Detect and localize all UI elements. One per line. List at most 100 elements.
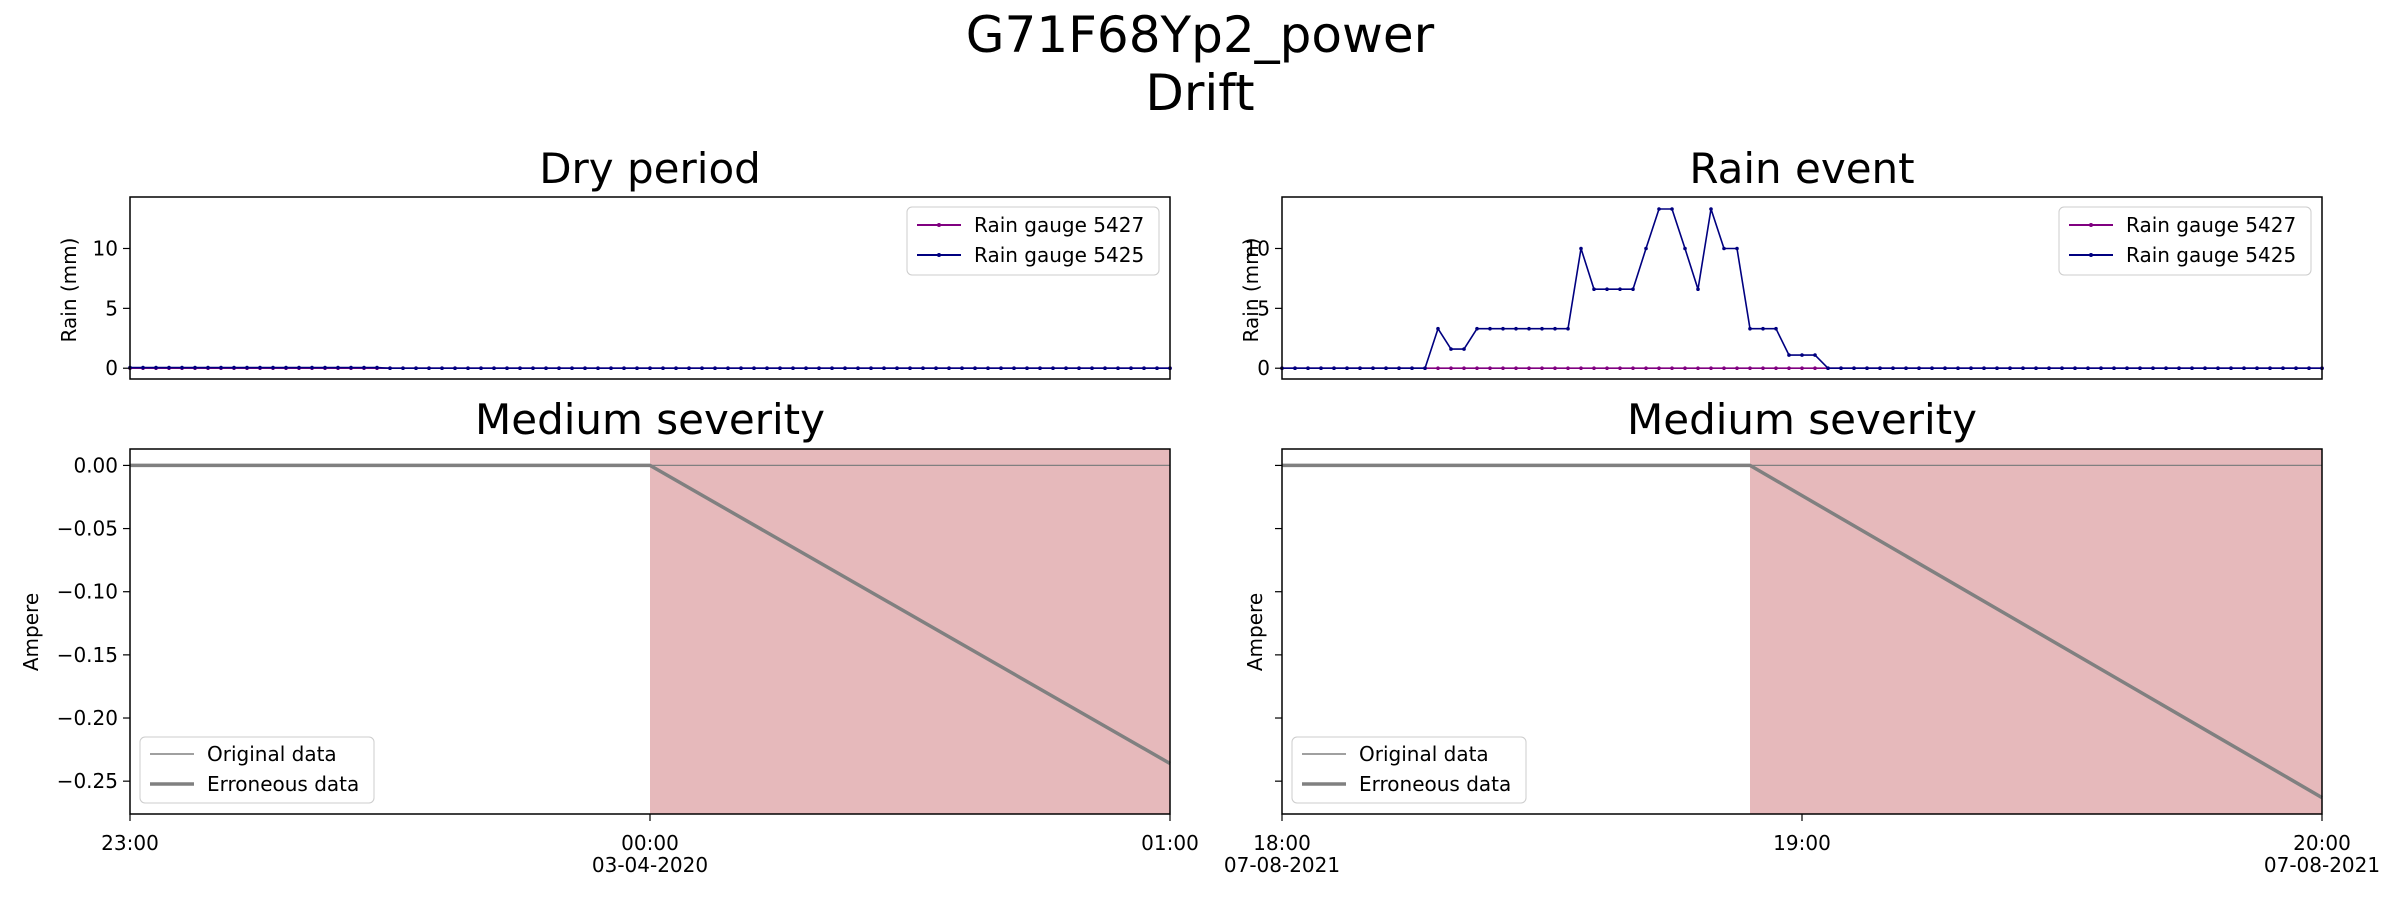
data-point bbox=[2073, 366, 2077, 371]
data-point bbox=[1462, 347, 1466, 351]
data-point bbox=[765, 366, 769, 371]
data-point bbox=[1839, 366, 1843, 371]
data-point bbox=[1103, 366, 1107, 371]
panel-dry-severity: Medium severity Ampere 0.00 −0.05 −0.10 −0.… bbox=[19, 395, 1199, 877]
data-point bbox=[1774, 366, 1778, 371]
data-point bbox=[2034, 366, 2038, 371]
legend-rain-event: Rain gauge 5427 Rain gauge 5425 bbox=[2058, 206, 2312, 276]
data-point bbox=[921, 366, 925, 371]
data-point bbox=[2255, 366, 2259, 371]
y-tick-label: −0.10 bbox=[57, 580, 118, 604]
figure-title-line1: G71F68Yp2_power bbox=[966, 6, 1435, 64]
data-point bbox=[219, 365, 223, 370]
x-tick-label: 23:00 bbox=[101, 831, 159, 855]
data-point bbox=[2164, 366, 2168, 371]
y-tick-label: −0.05 bbox=[57, 517, 118, 541]
y-tick-label: 0 bbox=[105, 356, 118, 380]
data-point bbox=[544, 366, 548, 371]
data-point bbox=[1527, 326, 1531, 331]
data-point bbox=[1475, 326, 1479, 331]
data-point bbox=[180, 365, 184, 370]
data-point bbox=[1077, 366, 1081, 371]
data-point bbox=[1566, 366, 1570, 371]
data-point bbox=[401, 366, 405, 371]
data-point bbox=[2047, 366, 2051, 371]
legend-label-original: Original data bbox=[1359, 742, 1489, 766]
data-point bbox=[752, 366, 756, 371]
y-tick-label: −0.25 bbox=[57, 769, 118, 793]
data-point bbox=[1025, 366, 1029, 371]
data-point bbox=[1527, 366, 1531, 371]
x-tick-label: 20:00 bbox=[2293, 831, 2351, 855]
legend-label-erroneous: Erroneous data bbox=[207, 772, 359, 796]
data-point bbox=[687, 366, 691, 371]
data-point bbox=[2008, 366, 2012, 371]
y-tick-label: 0.00 bbox=[73, 453, 118, 477]
data-point bbox=[1449, 347, 1453, 351]
panel-title-rain-event: Rain event bbox=[1689, 144, 1914, 193]
data-point bbox=[323, 365, 327, 370]
data-point bbox=[1761, 326, 1765, 331]
data-point bbox=[2294, 366, 2298, 371]
data-point bbox=[466, 366, 470, 371]
data-point bbox=[1579, 366, 1583, 371]
figure-title-line2: Drift bbox=[1145, 64, 1254, 122]
legend-marker-5427 bbox=[2089, 223, 2093, 227]
data-point bbox=[1943, 366, 1947, 371]
data-point bbox=[1735, 366, 1739, 371]
data-point bbox=[1501, 326, 1505, 331]
data-point bbox=[349, 365, 353, 370]
data-point bbox=[1397, 366, 1401, 371]
data-point bbox=[1813, 366, 1817, 371]
data-point bbox=[609, 366, 613, 371]
data-point bbox=[895, 366, 899, 371]
data-point bbox=[1774, 326, 1778, 331]
legend-box bbox=[139, 736, 375, 804]
data-point bbox=[1787, 353, 1791, 357]
data-point bbox=[1930, 366, 1934, 371]
data-point bbox=[1683, 246, 1687, 251]
data-point bbox=[804, 366, 808, 371]
data-point bbox=[1891, 366, 1895, 371]
panel-rain-severity: Medium severity Ampere 18:0007-08-202119… bbox=[1224, 395, 2380, 877]
data-point bbox=[1142, 366, 1146, 371]
data-point bbox=[258, 365, 262, 370]
data-point bbox=[2151, 366, 2155, 371]
data-point bbox=[1371, 366, 1375, 371]
panel-title-dry-period: Dry period bbox=[539, 144, 761, 193]
data-point bbox=[2307, 366, 2311, 371]
legend-label-5427: Rain gauge 5427 bbox=[2126, 213, 2296, 237]
data-point bbox=[2138, 366, 2142, 371]
data-point bbox=[1748, 326, 1752, 331]
x-tick-sublabel: 07-08-2021 bbox=[1224, 853, 1340, 877]
legend-box bbox=[2058, 206, 2312, 276]
data-point bbox=[2177, 366, 2181, 371]
data-point bbox=[856, 366, 860, 371]
data-point bbox=[2021, 366, 2025, 371]
legend-dry-rain: Rain gauge 5427 Rain gauge 5425 bbox=[906, 206, 1160, 276]
data-point bbox=[947, 366, 951, 371]
legend-label-5425: Rain gauge 5425 bbox=[974, 243, 1144, 267]
data-point bbox=[1995, 366, 1999, 371]
panel-title-medium-severity: Medium severity bbox=[475, 395, 825, 444]
data-point bbox=[1605, 287, 1609, 292]
data-point bbox=[2060, 366, 2064, 371]
legend-marker-5427 bbox=[937, 223, 941, 227]
y-tick-label: −0.20 bbox=[57, 706, 118, 730]
data-point bbox=[999, 366, 1003, 371]
data-point bbox=[1566, 326, 1570, 331]
x-tick-label: 18:00 bbox=[1253, 831, 1311, 855]
data-point bbox=[1878, 366, 1882, 371]
data-point bbox=[1969, 366, 1973, 371]
x-tick-label: 19:00 bbox=[1773, 831, 1831, 855]
legend-marker-5425 bbox=[937, 253, 941, 257]
data-point bbox=[986, 366, 990, 371]
legend-label-5425: Rain gauge 5425 bbox=[2126, 243, 2296, 267]
data-point bbox=[1475, 366, 1479, 371]
data-point bbox=[2268, 366, 2272, 371]
legend-dry-severity: Original data Erroneous data bbox=[139, 736, 375, 804]
data-point bbox=[1670, 366, 1674, 371]
data-point bbox=[1956, 366, 1960, 371]
data-point bbox=[1012, 366, 1016, 371]
data-point bbox=[1683, 366, 1687, 371]
